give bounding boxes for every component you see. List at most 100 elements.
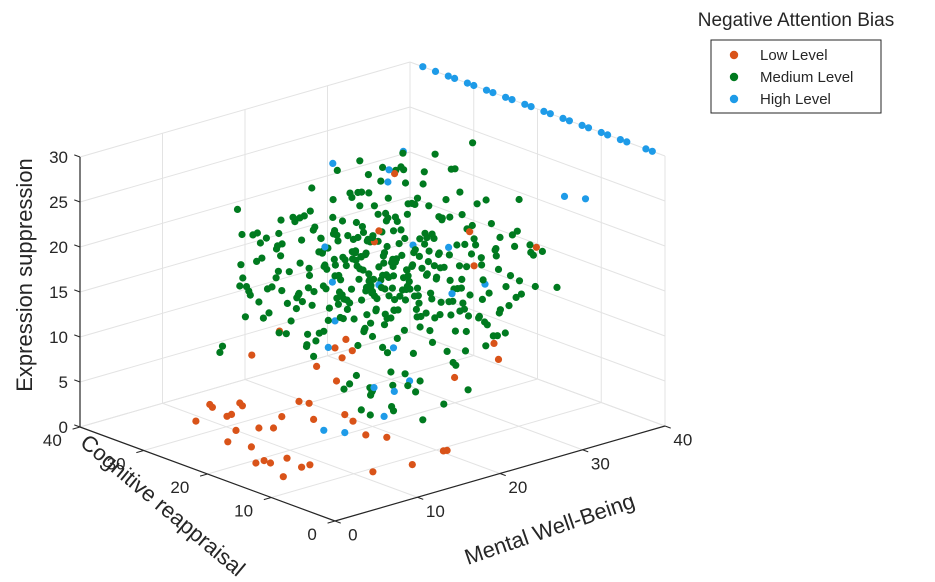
point-high xyxy=(581,195,590,203)
legend-item-low: Low Level xyxy=(729,47,828,64)
point-medium xyxy=(495,309,503,317)
y-tick-label: 30 xyxy=(107,455,126,474)
point-medium xyxy=(421,240,429,248)
point-low xyxy=(305,399,313,407)
point-medium xyxy=(265,309,273,317)
point-medium xyxy=(283,299,291,307)
point-medium xyxy=(338,217,347,225)
point-medium xyxy=(401,296,410,304)
point-medium xyxy=(472,241,480,249)
point-medium xyxy=(388,284,396,292)
point-medium xyxy=(360,328,368,336)
point-medium xyxy=(348,248,356,256)
point-medium xyxy=(483,321,491,329)
point-medium xyxy=(473,200,481,208)
point-medium xyxy=(400,166,408,174)
point-high xyxy=(482,86,491,94)
point-medium xyxy=(320,327,328,335)
point-medium xyxy=(216,348,224,356)
point-medium xyxy=(379,343,387,351)
point-medium xyxy=(464,386,472,394)
point-medium xyxy=(370,202,378,210)
z-tick-mark xyxy=(74,379,81,383)
y-tick-mark xyxy=(263,497,272,501)
point-low xyxy=(408,461,416,469)
grid-line xyxy=(409,106,666,202)
point-medium xyxy=(380,321,389,329)
point-medium xyxy=(262,234,270,242)
legend-label-low: Low Level xyxy=(760,47,828,64)
z-tick-label: 30 xyxy=(49,148,68,167)
point-medium xyxy=(420,168,428,176)
point-medium xyxy=(419,416,427,424)
point-medium xyxy=(322,285,330,293)
point-medium xyxy=(278,240,286,248)
point-medium xyxy=(344,232,352,240)
point-high xyxy=(321,243,329,251)
point-high xyxy=(470,81,478,90)
point-low xyxy=(375,227,383,235)
point-medium xyxy=(304,330,312,338)
point-low xyxy=(439,447,447,455)
point-low xyxy=(341,411,349,419)
point-high xyxy=(616,136,625,144)
point-medium xyxy=(409,349,417,357)
point-medium xyxy=(374,210,382,218)
point-medium xyxy=(426,327,434,335)
point-medium xyxy=(285,268,293,276)
point-medium xyxy=(359,228,368,236)
y-axis-label: Cognitive reappraisal xyxy=(76,429,250,581)
point-medium xyxy=(358,296,366,304)
y-tick-mark xyxy=(199,473,208,477)
point-medium xyxy=(298,298,306,306)
point-medium xyxy=(482,196,490,204)
point-low xyxy=(227,410,236,418)
x-tick-label: 30 xyxy=(591,454,610,473)
point-medium xyxy=(428,338,437,346)
point-medium xyxy=(362,249,370,257)
point-medium xyxy=(272,245,281,253)
point-low xyxy=(383,433,391,441)
point-medium xyxy=(334,300,342,308)
point-medium xyxy=(239,274,247,282)
point-medium xyxy=(446,213,454,221)
point-medium xyxy=(308,301,316,309)
z-tick-mark xyxy=(74,154,81,158)
point-medium xyxy=(413,313,421,321)
point-medium xyxy=(391,296,399,304)
point-high xyxy=(489,89,497,97)
x-tick-mark xyxy=(664,425,671,429)
point-medium xyxy=(362,287,370,295)
z-tick-mark xyxy=(74,424,81,428)
point-medium xyxy=(304,284,312,292)
x-axis-label: Mental Well-Being xyxy=(461,488,638,570)
point-medium xyxy=(384,194,392,202)
point-medium xyxy=(468,221,476,230)
point-medium xyxy=(282,330,290,338)
point-medium xyxy=(440,400,448,408)
x-tick-label: 20 xyxy=(508,478,527,497)
point-medium xyxy=(452,361,460,369)
point-medium xyxy=(387,368,395,376)
point-medium xyxy=(329,213,337,221)
point-medium xyxy=(492,252,500,260)
point-low xyxy=(313,362,321,370)
point-low xyxy=(494,355,503,363)
point-medium xyxy=(331,272,339,280)
point-medium xyxy=(391,213,399,221)
point-medium xyxy=(400,326,408,334)
grid-line xyxy=(271,402,602,498)
point-high xyxy=(328,278,336,286)
point-high xyxy=(502,93,510,101)
point-medium xyxy=(436,264,444,272)
point-medium xyxy=(358,223,366,231)
point-medium xyxy=(443,347,451,355)
point-low xyxy=(232,426,240,434)
point-medium xyxy=(342,262,350,270)
point-medium xyxy=(354,188,362,197)
point-low xyxy=(306,461,314,469)
point-high xyxy=(521,100,529,108)
point-medium xyxy=(367,319,375,327)
point-medium xyxy=(233,205,242,213)
point-medium xyxy=(292,305,300,313)
